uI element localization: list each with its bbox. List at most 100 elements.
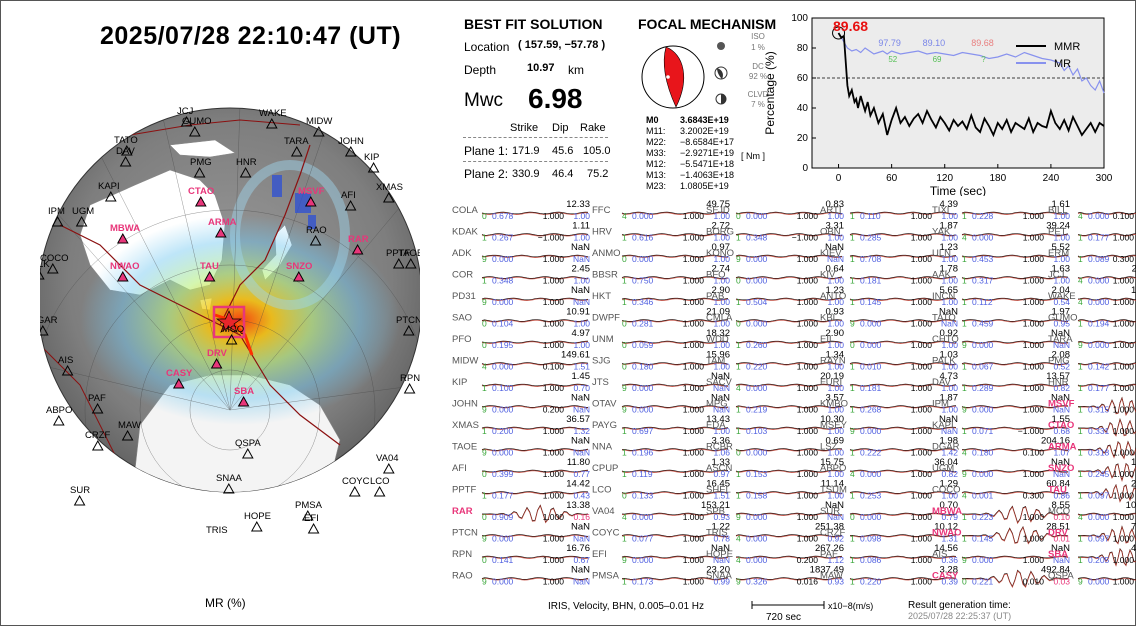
station-label: KAPI [98,181,120,192]
mr-annotation: 89.68 [971,38,994,48]
station-label: MBWA [110,223,140,234]
station-triangle-icon [250,520,263,532]
station-triangle-icon [75,215,88,227]
station-marker-kapi: KAPI [98,181,120,202]
tensor-value: 3.6843E+19 [680,115,729,125]
y-tick-label: 20 [797,133,809,144]
station-label: QSPA [235,438,261,449]
station-triangle-icon [116,270,129,282]
colorbar-label: MR (%) [205,596,246,610]
x-tick-label: 300 [1096,173,1113,184]
legend-label: MMR [1054,41,1080,53]
station-triangle-icon [51,215,64,227]
station-triangle-icon [367,161,380,173]
station-marker-palk: PALK [40,259,50,280]
station-marker-crzf: CRZF [85,430,111,451]
tensor-value: 1.0805E+19 [680,181,729,191]
plane2-label: Plane 2: [464,167,509,181]
station-marker-gumo: GUMO [182,116,212,137]
station-marker-ctao: CTAO [188,186,214,207]
station-marker-wake: WAKE [259,108,287,129]
station-marker-coco: COCO [40,253,69,274]
plot-area [811,17,1105,169]
tensor-row: M13: −1.4063E+18 [646,170,734,180]
station-label: TATO [114,135,138,146]
station-triangle-icon [61,364,74,376]
station-label: IPM [48,206,65,217]
station-label: MIDW [306,116,332,127]
station-marker-kip: KIP [364,152,380,173]
mr-annotation: 97.79 [878,38,901,48]
tensor-value: −1.4063E+18 [680,170,735,180]
station-marker-pmsa: PMSA [295,500,323,521]
tensor-key: M22: [646,137,667,147]
station-label: CASY [166,368,193,379]
tensor-key: M12: [646,159,667,169]
station-label: EFI [304,513,319,524]
station-marker-hope: HOPE [244,511,271,532]
station-label: VA04 [376,453,399,464]
station-label: PTCN [396,315,420,326]
station-triangle-icon [241,447,254,459]
station-triangle-icon [120,144,133,156]
tensor-value: 3.2002E+19 [680,126,729,136]
station-marker-nwao: NWAO [110,261,140,282]
station-label: SNAA [216,473,243,484]
station-label: TRIS [206,525,228,535]
station-label: DGAR [40,315,58,326]
station-triangle-icon [188,125,201,137]
mw-label: Mwc [464,90,504,111]
station-marker-coyc: COYC [342,476,370,497]
plane1-strike: 171.9 [512,145,540,157]
station-marker-ipm: IPM [48,206,65,227]
station-label: JOHN [338,136,364,147]
mr-time-chart: 0 60 120 180 240 300 0 20 40 60 80 100 89.68 97.79 52 8… [763,13,1113,196]
station-triangle-icon [193,166,206,178]
station-label: MSVF [298,186,325,197]
station-triangle-icon [292,270,305,282]
station-label: COYC [342,476,370,487]
station-triangle-icon [222,482,235,494]
station-triangle-icon [265,117,278,129]
station-triangle-icon [40,324,49,336]
x-tick-label: 60 [886,173,898,184]
clvd-label: CLVD [747,90,769,99]
station-triangle-icon [392,257,405,269]
dc-icon [714,66,728,80]
station-label: KIP [364,152,379,163]
station-label: LCO [370,476,390,487]
tensor-key: M13: [646,170,667,180]
station-triangle-icon [194,195,207,207]
station-marker-dav: DAV [116,146,135,167]
station-triangle-icon [172,377,185,389]
tensor-row: M22: −8.6584E+17 [646,137,734,147]
location-value: ( 157.59, −57.78 ) [518,39,606,51]
station-triangle-icon [180,115,193,127]
station-label: UGM [72,206,94,217]
station-marker-drv: DRV [207,348,228,369]
plate-boundary [219,144,311,326]
time-scale-bar [751,601,825,609]
iso-icon [717,42,725,50]
station-triangle-icon [382,191,395,203]
station-label: MAW [118,420,141,431]
divider [463,137,608,138]
col-rake: Rake [580,122,606,134]
station-triangle-icon [307,522,320,534]
data-info: IRIS, Velocity, BHN, 0.005–0.01 Hz [548,601,705,612]
station-marker-va04: VA04 [376,453,399,474]
station-label: PMSA [295,500,323,511]
station-marker-dgar: DGAR [40,315,58,336]
tensor-row: M0 3.6843E+19 [646,115,729,125]
station-triangle-icon [91,439,104,451]
station-label: CTAO [188,186,214,197]
station-marker-tau: TAU [200,261,219,282]
peak-label: 89.68 [833,18,868,34]
iso-label: ISO [751,32,765,41]
station-label: ARMA [208,217,237,228]
station-triangle-icon [119,155,132,167]
plane1-dip: 45.6 [552,145,574,157]
station-label: XMAS [376,182,403,193]
station-triangle-icon [52,414,65,426]
